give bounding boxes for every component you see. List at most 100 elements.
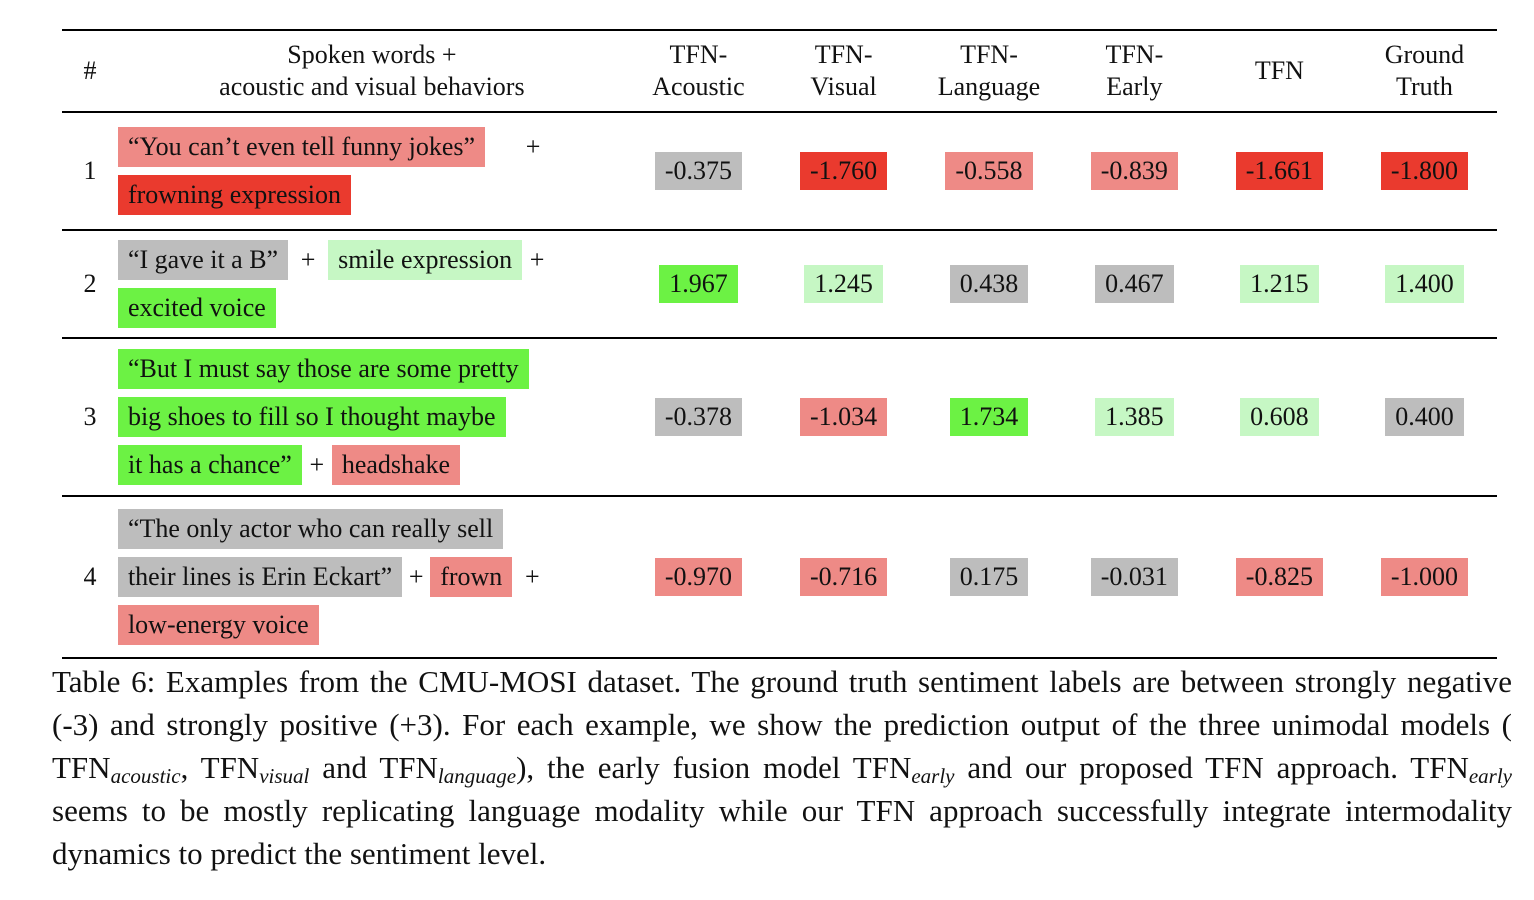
spoken-words-cell: “You can’t even tell funny jokes” + frowni… <box>117 112 626 230</box>
plus-sign: + <box>300 245 316 274</box>
early-value-cell: 1.385 <box>1062 338 1207 496</box>
spoken-words-cell: “But I must say those are some pretty big… <box>117 338 626 496</box>
tfn-value: -1.661 <box>1235 152 1323 190</box>
row-number: 3 <box>83 402 97 431</box>
ground-truth-value-cell: -1.000 <box>1352 496 1497 658</box>
spoken-words-cell: “I gave it a B” + smile expression + excited… <box>117 230 626 338</box>
ground-truth-value-cell: 1.400 <box>1352 230 1497 338</box>
results-table: # Spoken words + acoustic and visual beh… <box>62 29 1497 659</box>
behavior-segment: it has a chance” <box>117 445 302 485</box>
row-number: 2 <box>83 269 97 298</box>
ground-truth-value: -1.000 <box>1380 558 1469 596</box>
ground-truth-value-cell: 0.400 <box>1352 338 1497 496</box>
utterance-line: their lines is Erin Eckart” + frown + <box>117 553 626 601</box>
tfn-value: 1.215 <box>1240 265 1319 303</box>
behavior-segment: excited voice <box>117 288 276 328</box>
behavior-segment: big shoes to fill so I thought maybe <box>117 397 506 437</box>
early-value: 1.385 <box>1095 398 1174 436</box>
behavior-segment: headshake <box>331 445 461 485</box>
visual-value-cell: -1.760 <box>771 112 916 230</box>
behavior-segment: low-energy voice <box>117 605 319 645</box>
tfn-value-cell: 1.215 <box>1207 230 1352 338</box>
header-ground-truth: Ground Truth <box>1384 40 1465 101</box>
language-value-cell: 0.438 <box>916 230 1062 338</box>
utterance-line: excited voice <box>117 284 626 332</box>
language-value: 0.438 <box>949 265 1029 303</box>
language-value: -0.558 <box>945 152 1033 190</box>
table-row: 3 “But I must say those are some pretty bi… <box>62 338 1497 496</box>
behavior-segment: frowning expression <box>117 175 351 215</box>
ground-truth-value: 0.400 <box>1385 398 1464 436</box>
visual-value: -1.034 <box>800 398 888 436</box>
header-tfn: TFN <box>1254 56 1304 85</box>
behavior-segment: “But I must say those are some pretty <box>117 349 529 389</box>
visual-value-cell: 1.245 <box>771 230 916 338</box>
table-row: 1 “You can’t even tell funny jokes” + frown… <box>62 112 1497 230</box>
tfn-value: -0.825 <box>1235 558 1323 596</box>
behavior-segment: “The only actor who can really sell <box>117 509 504 549</box>
language-value: 0.175 <box>949 558 1029 596</box>
acoustic-value: -0.970 <box>654 558 743 596</box>
plus-sign: + <box>529 245 545 274</box>
utterance-line: it has a chance” + headshake <box>117 441 626 489</box>
spoken-words-cell: “The only actor who can really sell their… <box>117 496 626 658</box>
header-acoustic: TFN- Acoustic <box>652 40 745 101</box>
header-language: TFN- Language <box>937 40 1041 101</box>
ground-truth-value: -1.800 <box>1380 152 1469 190</box>
behavior-segment: “You can’t even tell funny jokes” <box>117 127 486 167</box>
visual-value-cell: -0.716 <box>771 496 916 658</box>
language-value-cell: 1.734 <box>916 338 1062 496</box>
results-table-container: # Spoken words + acoustic and visual beh… <box>62 29 1497 659</box>
tfn-value-cell: -1.661 <box>1207 112 1352 230</box>
row-number: 4 <box>83 562 97 591</box>
behavior-segment: smile expression <box>328 240 523 280</box>
acoustic-value-cell: -0.375 <box>626 112 771 230</box>
ground-truth-value: 1.400 <box>1385 265 1464 303</box>
behavior-segment: their lines is Erin Eckart” <box>117 557 403 597</box>
visual-value: 1.245 <box>804 265 883 303</box>
early-value: -0.031 <box>1090 558 1178 596</box>
acoustic-value: -0.378 <box>654 398 743 436</box>
language-value: 1.734 <box>949 398 1029 436</box>
tfn-value-cell: -0.825 <box>1207 496 1352 658</box>
table-row: 2 “I gave it a B” + smile expression + excite… <box>62 230 1497 338</box>
early-value: 0.467 <box>1095 265 1174 303</box>
tfn-value: 0.608 <box>1240 398 1319 436</box>
utterance-line: “You can’t even tell funny jokes” + <box>117 123 626 171</box>
acoustic-value: -0.375 <box>654 152 743 190</box>
utterance-line: “But I must say those are some pretty <box>117 345 626 393</box>
language-value-cell: -0.558 <box>916 112 1062 230</box>
early-value-cell: 0.467 <box>1062 230 1207 338</box>
plus-sign: + <box>525 132 541 161</box>
early-value-cell: -0.839 <box>1062 112 1207 230</box>
utterance-line: “The only actor who can really sell <box>117 505 626 553</box>
plus-sign: + <box>309 450 325 479</box>
utterance-line: frowning expression <box>117 171 626 219</box>
behavior-segment: “I gave it a B” <box>117 240 289 280</box>
early-value-cell: -0.031 <box>1062 496 1207 658</box>
visual-value: -1.760 <box>800 152 888 190</box>
acoustic-value-cell: 1.967 <box>626 230 771 338</box>
tfn-value-cell: 0.608 <box>1207 338 1352 496</box>
utterance-line: big shoes to fill so I thought maybe <box>117 393 626 441</box>
behavior-segment: frown <box>430 557 513 597</box>
header-row: # Spoken words + acoustic and visual beh… <box>62 30 1497 112</box>
table-row: 4 “The only actor who can really sell thei… <box>62 496 1497 658</box>
table-body: 1 “You can’t even tell funny jokes” + frown… <box>62 112 1497 658</box>
row-number: 1 <box>83 156 97 185</box>
acoustic-value: 1.967 <box>659 265 738 303</box>
header-words: Spoken words + acoustic and visual behav… <box>219 40 525 101</box>
header-num: # <box>83 56 97 85</box>
plus-sign: + <box>524 562 540 591</box>
utterance-line: low-energy voice <box>117 601 626 649</box>
plus-sign: + <box>408 562 424 591</box>
header-early: TFN- Early <box>1105 40 1164 101</box>
acoustic-value-cell: -0.970 <box>626 496 771 658</box>
early-value: -0.839 <box>1090 152 1178 190</box>
acoustic-value-cell: -0.378 <box>626 338 771 496</box>
ground-truth-value-cell: -1.800 <box>1352 112 1497 230</box>
utterance-line: “I gave it a B” + smile expression + <box>117 236 626 284</box>
table-caption: Table 6: Examples from the CMU-MOSI data… <box>52 664 1513 871</box>
header-visual: TFN- Visual <box>810 40 877 101</box>
language-value-cell: 0.175 <box>916 496 1062 658</box>
